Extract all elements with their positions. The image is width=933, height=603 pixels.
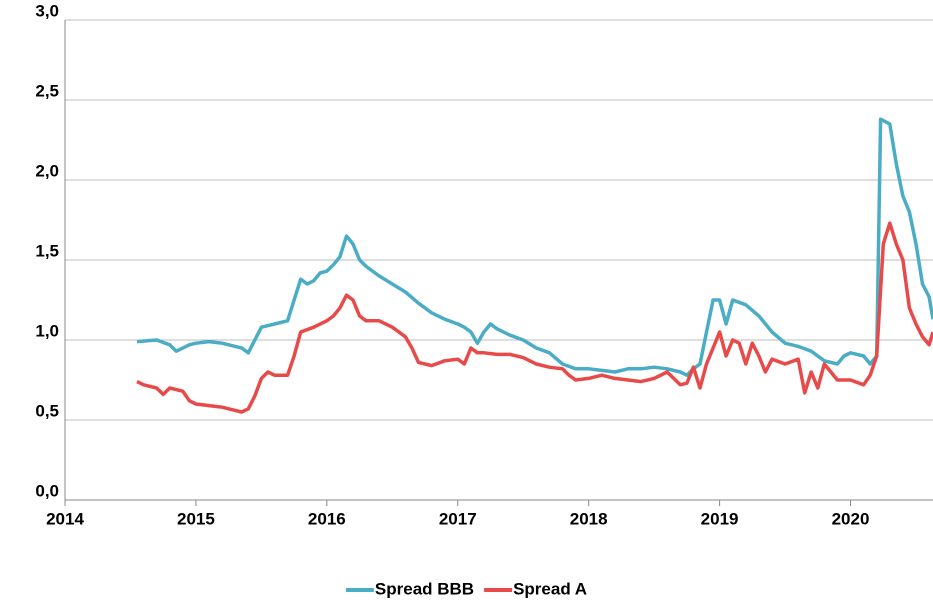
legend-label: Spread A (513, 579, 587, 598)
y-tick-label: 2,5 (35, 81, 59, 100)
x-tick-label: 2019 (701, 509, 739, 528)
x-tick-label: 2018 (570, 509, 608, 528)
y-tick-label: 0,0 (35, 481, 59, 500)
series-line (136, 117, 933, 377)
y-tick-label: 2,0 (35, 161, 59, 180)
x-tick-label: 2020 (832, 509, 870, 528)
x-tick-label: 2015 (177, 509, 215, 528)
legend: Spread BBB Spread A (345, 579, 587, 598)
x-tick-label: 2017 (439, 509, 477, 528)
y-tick-label: 1,5 (35, 241, 59, 260)
x-tick-label: 2014 (46, 509, 84, 528)
y-tick-label: 1,0 (35, 321, 59, 340)
y-tick-label: 3,0 (35, 1, 59, 20)
series-line (136, 221, 933, 414)
legend-label: Spread BBB (375, 579, 474, 598)
x-tick-label: 2016 (308, 509, 346, 528)
y-tick-label: 0,5 (35, 401, 59, 420)
